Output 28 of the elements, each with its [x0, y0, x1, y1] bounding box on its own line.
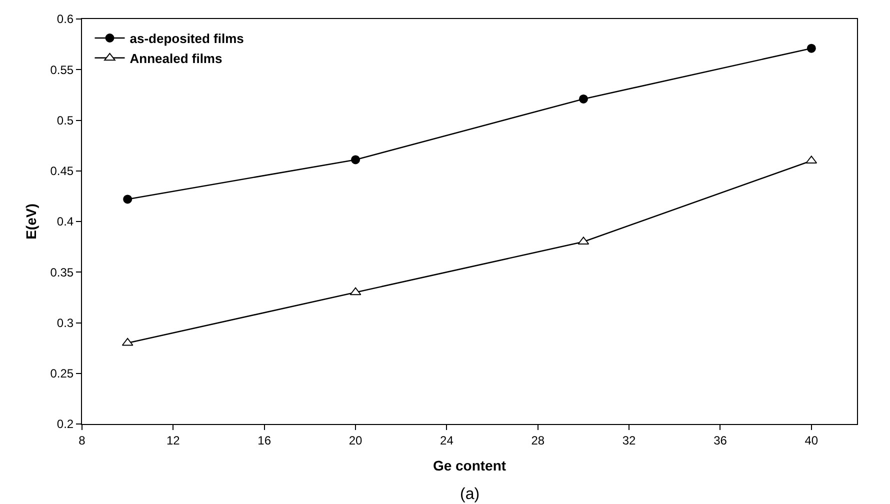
x-tick-label: 36	[714, 433, 728, 448]
y-tick-label: 0.55	[50, 62, 74, 77]
y-tick-label: 0.45	[50, 164, 74, 178]
x-tick-label: 16	[258, 433, 272, 448]
text: (a)	[460, 486, 480, 503]
y-tick-label: 0.25	[50, 366, 74, 381]
x-tick-label: 8	[78, 433, 86, 448]
y-tick-label: 0.6	[56, 12, 74, 26]
point	[123, 194, 132, 204]
y-axis-title: E(eV)	[22, 204, 39, 240]
x-tick-label: 20	[348, 433, 363, 448]
point	[578, 94, 588, 104]
x-tick-label: 12	[166, 433, 180, 448]
x-tick-label: 24	[440, 433, 454, 448]
legend-label: as-deposited films	[130, 31, 244, 46]
y-tick-label: 0.2	[56, 417, 74, 432]
y-tick-label: 0.4	[56, 214, 74, 229]
x-tick-label: 28	[531, 433, 545, 448]
legend-label: Annealed films	[130, 50, 222, 66]
x-tick-label: 40	[804, 433, 818, 448]
x-axis-title: Ge content	[432, 458, 506, 474]
y-tick-label: 0.35	[50, 265, 74, 280]
point	[350, 287, 362, 296]
y-tick-label: 0.3	[56, 316, 74, 330]
y-tick-label: 0.5	[56, 113, 74, 128]
point	[351, 155, 360, 164]
x-tick-label: 32	[622, 433, 636, 448]
point	[806, 44, 816, 53]
